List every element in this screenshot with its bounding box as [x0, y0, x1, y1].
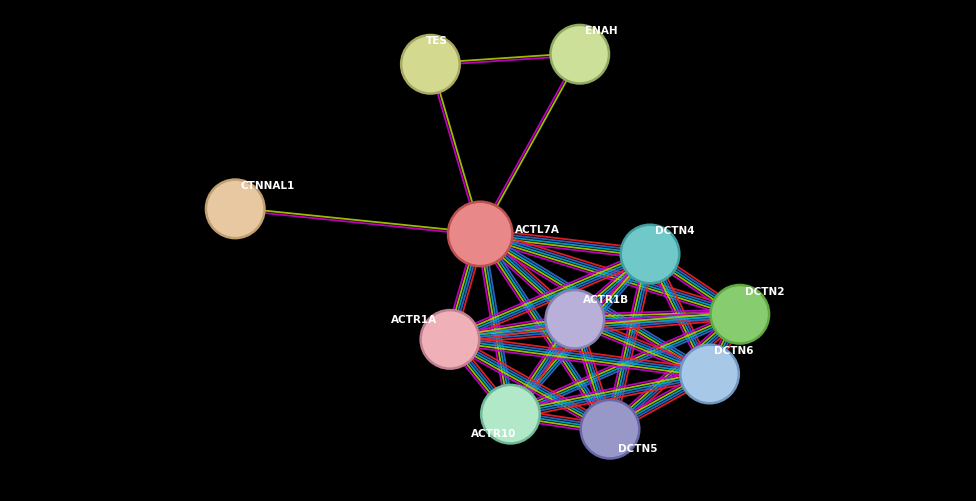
Ellipse shape — [581, 400, 639, 458]
Ellipse shape — [711, 286, 769, 344]
Text: DCTN2: DCTN2 — [745, 286, 784, 296]
Ellipse shape — [421, 311, 479, 369]
Text: ACTR10: ACTR10 — [471, 428, 516, 438]
Text: CTNNAL1: CTNNAL1 — [240, 180, 295, 190]
Ellipse shape — [206, 180, 264, 238]
Text: ACTR1B: ACTR1B — [583, 295, 629, 305]
Ellipse shape — [401, 36, 460, 94]
Ellipse shape — [550, 26, 609, 84]
Text: TES: TES — [426, 36, 447, 46]
Ellipse shape — [481, 385, 540, 443]
Ellipse shape — [448, 202, 512, 267]
Ellipse shape — [680, 345, 739, 403]
Text: DCTN6: DCTN6 — [714, 346, 753, 356]
Ellipse shape — [546, 291, 604, 349]
Text: ACTL7A: ACTL7A — [515, 224, 560, 234]
Text: DCTN4: DCTN4 — [655, 226, 695, 236]
Text: ENAH: ENAH — [585, 26, 617, 36]
Text: ACTR1A: ACTR1A — [391, 315, 437, 325]
Ellipse shape — [621, 225, 679, 284]
Text: DCTN5: DCTN5 — [618, 443, 657, 453]
